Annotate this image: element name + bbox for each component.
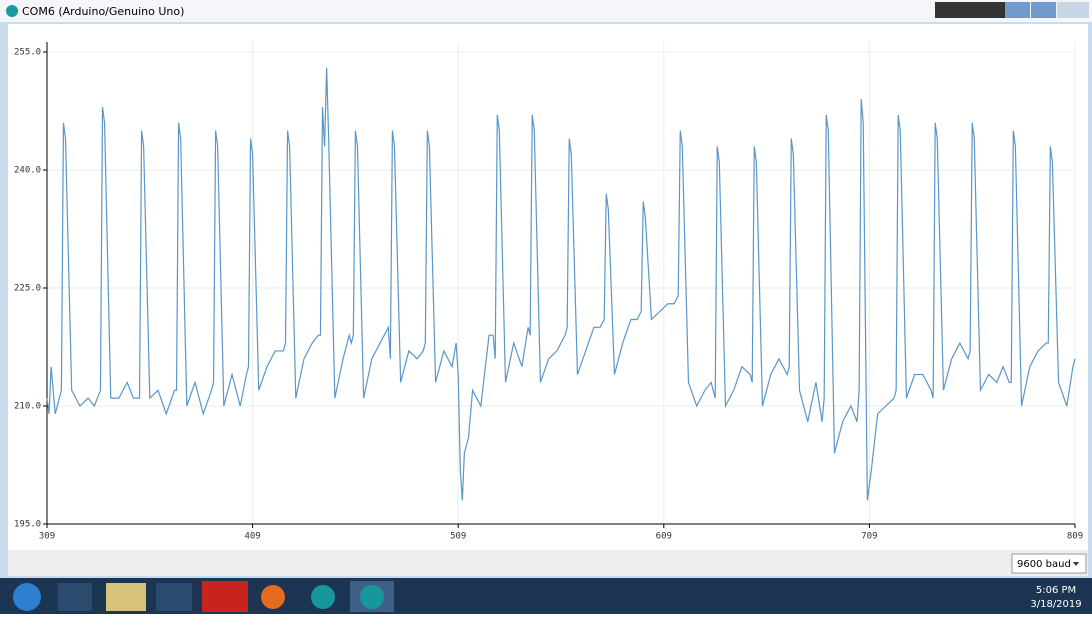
clock-time: 5:06 PM	[1036, 585, 1076, 596]
y-tick-label: 255.0	[14, 48, 41, 58]
y-tick-label: 195.0	[14, 520, 41, 530]
x-tick-label: 509	[450, 532, 466, 542]
x-tick-label: 709	[861, 532, 877, 542]
screen: COM6 (Arduino/Genuino Uno) 195.0 210.0 225…	[0, 0, 1092, 614]
bottom-bar	[8, 550, 1088, 576]
close-button[interactable]	[1057, 2, 1089, 18]
minimize-button[interactable]	[1005, 2, 1030, 18]
app-icon	[6, 5, 18, 17]
taskbar-firefox[interactable]	[261, 585, 285, 609]
x-tick-label: 809	[1067, 532, 1083, 542]
taskbar-explorer[interactable]	[106, 583, 146, 611]
taskbar-media[interactable]	[156, 583, 192, 611]
y-tick-label: 210.0	[14, 402, 41, 412]
x-tick-label: 409	[244, 532, 260, 542]
baud-label: 9600 baud	[1017, 559, 1071, 570]
maximize-button[interactable]	[1031, 2, 1056, 18]
plot-panel	[8, 24, 1088, 550]
y-tick-label: 225.0	[14, 284, 41, 294]
taskbar-opera[interactable]	[202, 581, 248, 612]
taskbar-arduino[interactable]	[311, 585, 335, 609]
y-tick-label: 240.0	[14, 166, 41, 176]
x-tick-label: 609	[656, 532, 672, 542]
clock-date: 3/18/2019	[1030, 599, 1081, 610]
taskbar-arduino-icon	[360, 585, 384, 609]
window-title: COM6 (Arduino/Genuino Uno)	[22, 5, 184, 18]
start-button[interactable]	[13, 583, 41, 611]
taskbar-ie[interactable]	[58, 583, 92, 611]
blurred-area	[935, 2, 1005, 18]
x-tick-label: 309	[39, 532, 55, 542]
